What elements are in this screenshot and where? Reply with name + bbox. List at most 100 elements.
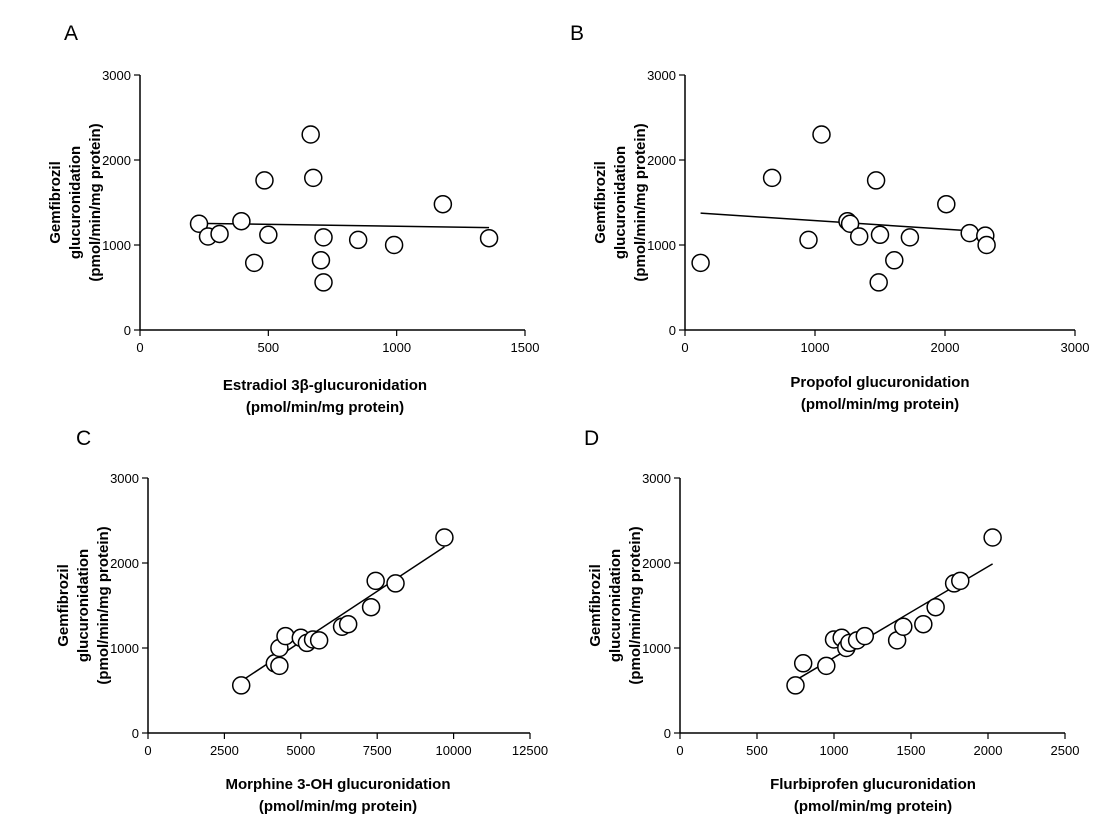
panel-label-d: D — [584, 427, 599, 450]
panel-b: B Gemfibrozil glucuronidation (pmol/min/… — [570, 22, 1089, 413]
x-tick-label: 12500 — [512, 743, 548, 758]
y-tick-label: 0 — [669, 323, 676, 338]
data-point — [817, 656, 836, 676]
panel-label-b: B — [570, 22, 584, 45]
data-point — [951, 571, 970, 591]
data-point — [270, 656, 289, 676]
y-axis-title-d: Gemfibrozil glucuronidation (pmol/min/mg… — [587, 526, 644, 684]
data-point — [914, 614, 933, 634]
x-axis-title-b-line2: (pmol/min/mg protein) — [801, 396, 959, 413]
y-tick-label: 1000 — [647, 238, 676, 253]
y-axis-title-line: (pmol/min/mg protein) — [627, 526, 644, 684]
data-point — [849, 227, 869, 246]
data-point — [361, 597, 381, 617]
panel-label-c: C — [76, 427, 91, 450]
y-axis-title-line: glucuronidation — [607, 549, 624, 662]
data-point — [799, 230, 818, 250]
y-axis-title-b: Gemfibrozil glucuronidation (pmol/min/mg… — [592, 123, 649, 281]
plot-area-b: 0 1000 2000 3000 0 1000 2000 3000 — [647, 68, 1089, 355]
data-point — [691, 253, 710, 273]
x-tick-label: 500 — [257, 340, 279, 355]
panel-c: C Gemfibrozil glucuronidation (pmol/min/… — [55, 427, 548, 815]
data-point — [384, 235, 404, 255]
y-axis-title-line: (pmol/min/mg protein) — [95, 526, 112, 684]
data-point — [894, 617, 913, 636]
y-axis-title-line: Gemfibrozil — [587, 564, 604, 647]
data-point — [977, 235, 996, 255]
x-tick-label: 1500 — [511, 340, 540, 355]
x-axis-title-c-line2: (pmol/min/mg protein) — [259, 798, 417, 815]
y-tick-label: 0 — [132, 726, 139, 741]
data-point — [189, 214, 209, 233]
x-tick-label: 1000 — [820, 743, 849, 758]
plot-area-a: 0 1000 2000 3000 0 500 1000 1500 — [102, 68, 539, 355]
data-point — [314, 273, 333, 292]
x-tick-label: 7500 — [363, 743, 392, 758]
x-tick-label: 500 — [746, 743, 768, 758]
x-tick-label: 2000 — [931, 340, 960, 355]
y-axis-title-line: glucuronidation — [75, 549, 92, 662]
y-axis-title-line: glucuronidation — [612, 146, 629, 259]
y-axis-title-line: Gemfibrozil — [47, 161, 64, 244]
y-tick-label: 3000 — [102, 68, 131, 83]
x-axis-title-c-line1: Morphine 3-OH glucuronidation — [226, 776, 451, 793]
data-point — [840, 214, 860, 233]
y-tick-label: 3000 — [647, 68, 676, 83]
data-point — [926, 597, 945, 617]
data-point — [479, 228, 499, 248]
x-axis-title-d-line1: Flurbiprofen glucuronidation — [770, 776, 976, 793]
y-tick-label: 1000 — [110, 641, 139, 656]
x-tick-label: 0 — [136, 340, 143, 355]
data-point — [866, 171, 886, 190]
data-point — [309, 631, 329, 650]
data-point — [435, 528, 454, 547]
y-axis-title-line: Gemfibrozil — [592, 161, 609, 244]
data-point — [386, 574, 405, 593]
data-point — [232, 211, 251, 231]
data-point — [433, 194, 453, 214]
data-point — [255, 171, 274, 190]
data-point — [960, 223, 979, 243]
x-tick-label: 2000 — [974, 743, 1003, 758]
data-point — [812, 125, 831, 144]
data-point — [314, 228, 333, 247]
data-point — [855, 626, 875, 646]
data-point — [338, 614, 358, 634]
y-tick-label: 0 — [124, 323, 131, 338]
data-point — [885, 251, 904, 270]
data-point — [366, 571, 385, 591]
data-point — [762, 168, 782, 188]
plot-area-d: 0 1000 2000 3000 0 500 1000 1500 2000 2500 — [642, 471, 1079, 758]
x-tick-label: 5000 — [286, 743, 315, 758]
y-tick-label: 0 — [664, 726, 671, 741]
y-axis-title-a: Gemfibrozil glucuronidation (pmol/min/mg… — [47, 123, 104, 281]
panel-label-a: A — [64, 22, 78, 45]
panel-d: D Gemfibrozil glucuronidation (pmol/min/… — [584, 427, 1079, 815]
data-point — [786, 676, 805, 695]
x-tick-label: 3000 — [1061, 340, 1090, 355]
x-tick-label: 0 — [144, 743, 151, 758]
x-tick-label: 2500 — [210, 743, 239, 758]
x-tick-label: 0 — [676, 743, 683, 758]
data-point — [276, 626, 295, 646]
panel-a: A Gemfibrozil glucuronidation (pmol/min/… — [47, 22, 539, 416]
x-tick-label: 1000 — [382, 340, 411, 355]
data-point — [304, 168, 323, 188]
y-axis-title-c: Gemfibrozil glucuronidation (pmol/min/mg… — [55, 526, 112, 684]
x-tick-label: 1000 — [801, 340, 830, 355]
data-point — [870, 225, 890, 245]
data-point — [869, 273, 888, 292]
x-tick-label: 0 — [681, 340, 688, 355]
x-axis-title-a-line2: (pmol/min/mg protein) — [246, 399, 404, 416]
x-axis-title-a-line1: Estradiol 3β-glucuronidation — [223, 377, 427, 394]
x-axis-title-d-line2: (pmol/min/mg protein) — [794, 798, 952, 815]
data-point — [348, 230, 368, 250]
data-point — [983, 528, 1002, 547]
y-tick-label: 3000 — [110, 471, 139, 486]
y-axis-title-line: (pmol/min/mg protein) — [87, 123, 104, 281]
data-point — [210, 224, 229, 244]
plot-area-c: 0 1000 2000 3000 0 2500 5000 7500 10000 12500 — [110, 471, 548, 758]
x-axis-title-b-line1: Propofol glucuronidation — [790, 374, 969, 391]
y-tick-label: 1000 — [642, 641, 671, 656]
